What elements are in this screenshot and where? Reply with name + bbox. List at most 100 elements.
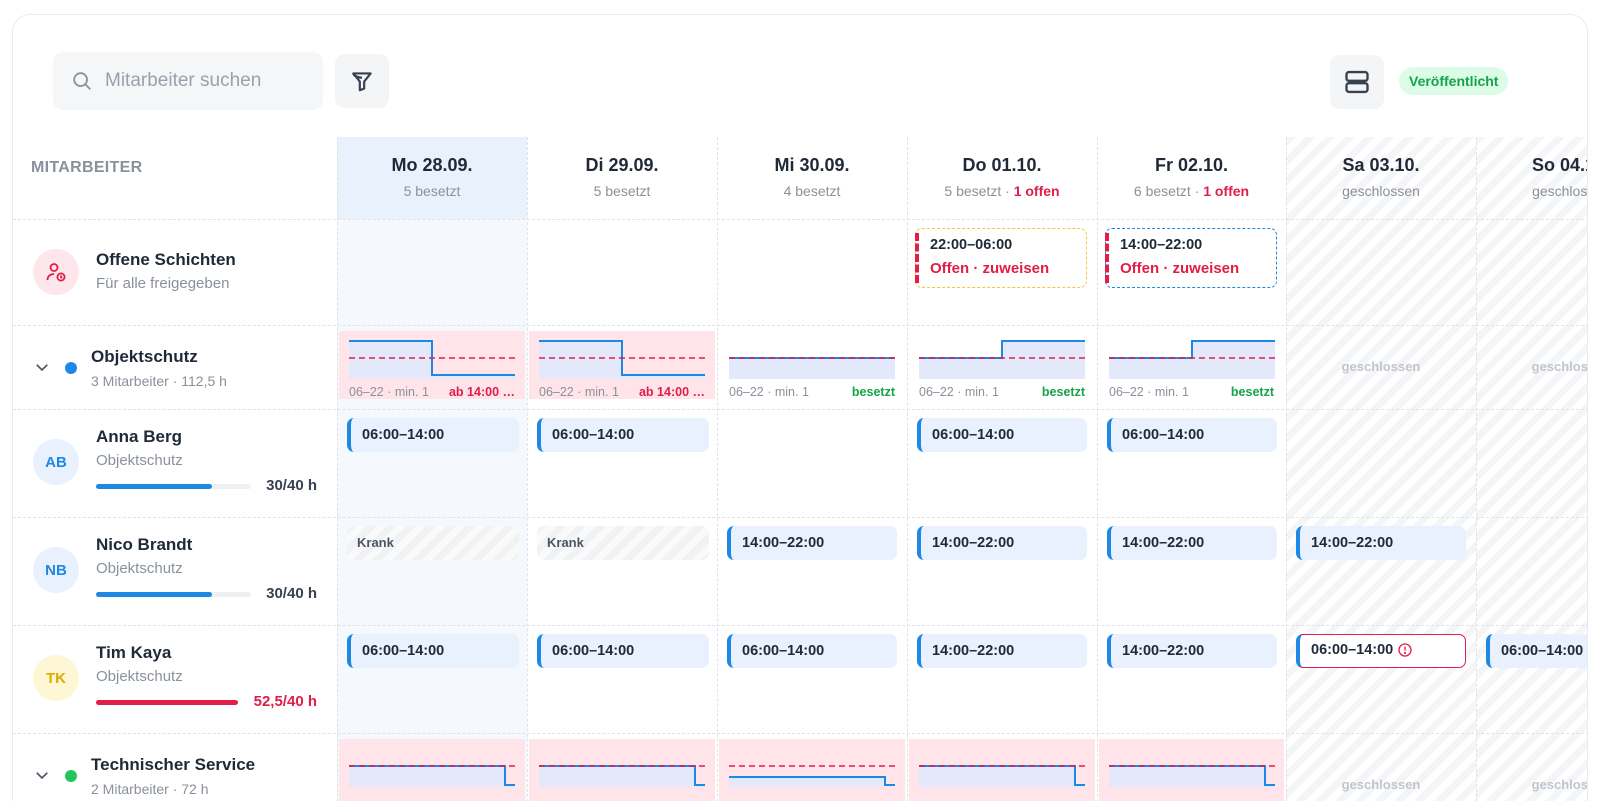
day-header[interactable]: Do 01.10. 5 besetzt · 1 offen	[907, 137, 1097, 219]
shift-card[interactable]: 06:00–14:00	[347, 634, 519, 668]
hours-label: 52,5/40 h	[253, 693, 317, 710]
search-input[interactable]	[105, 70, 305, 92]
coverage-cell[interactable]	[529, 739, 715, 801]
day-count: 5 besetzt	[403, 183, 461, 199]
coverage-cell[interactable]: 06–22 · min. 1 ab 14:00 …	[529, 331, 715, 399]
group-meta: 3 Mitarbeiter · 112,5 h	[91, 373, 227, 389]
day-label: Mi 30.09.	[774, 155, 850, 175]
schedule-card: Veröffentlicht MITARBEITER Mo 28.09. 5 b…	[12, 14, 1588, 801]
coverage-cell[interactable]: 06–22 · min. 1 ab 14:00 …	[339, 331, 525, 399]
today-column	[337, 137, 527, 801]
hours-progress-bar	[96, 700, 238, 705]
filter-button[interactable]	[335, 54, 389, 108]
shift-card[interactable]: 06:00–14:00	[1107, 418, 1277, 452]
shift-card[interactable]: 14:00–22:00	[917, 526, 1087, 560]
day-label: So 04.10.	[1531, 155, 1587, 175]
employee-row[interactable]: NB Nico Brandt Objektschutz 30/40 h	[13, 517, 337, 625]
day-count: 5 besetzt ·	[944, 183, 1014, 199]
open-shift-status: Offen · zuweisen	[1120, 260, 1240, 277]
coverage-graph	[729, 765, 895, 787]
shift-card[interactable]: 06:00–14:00	[537, 418, 709, 452]
shift-card[interactable]: 14:00–22:00	[1296, 526, 1466, 560]
day-count: geschlossen	[1532, 183, 1588, 199]
employee-name: Anna Berg	[96, 427, 182, 446]
open-count: 1 offen	[1013, 183, 1060, 199]
shift-card[interactable]: 06:00–14:00	[917, 418, 1087, 452]
shift-card[interactable]: 14:00–22:00	[917, 634, 1087, 668]
employee-team: Objektschutz	[96, 560, 183, 577]
day-count: 5 besetzt	[593, 183, 651, 199]
shift-card[interactable]: 06:00–14:00	[727, 634, 897, 668]
hours-label: 30/40 h	[266, 477, 317, 494]
coverage-range: 06–22 · min. 1	[539, 385, 619, 399]
shift-card[interactable]: 14:00–22:00	[727, 526, 897, 560]
day-label: Di 29.09.	[585, 155, 659, 175]
avatar: NB	[33, 547, 79, 593]
day-header[interactable]: So 04.10. geschlossen	[1476, 137, 1588, 219]
sick-leave-card[interactable]: Krank	[347, 526, 519, 560]
filter-icon	[352, 72, 372, 92]
group-name: Technischer Service	[91, 755, 256, 774]
shift-card[interactable]: 06:00–14:00	[1486, 634, 1587, 668]
search-icon	[73, 72, 91, 90]
coverage-graph	[349, 765, 515, 787]
open-shift-card[interactable]: 14:00–22:00 Offen · zuweisen	[1105, 228, 1277, 288]
coverage-cell[interactable]	[719, 739, 905, 801]
status-badge: Veröffentlicht	[1399, 67, 1509, 95]
shift-card[interactable]: 14:00–22:00	[1107, 526, 1277, 560]
user-clock-icon	[33, 249, 79, 295]
day-label: Fr 02.10.	[1154, 155, 1229, 175]
day-header[interactable]: Sa 03.10. geschlossen	[1286, 137, 1476, 219]
open-shift-time: 22:00–06:00	[930, 237, 1013, 253]
open-shift-card[interactable]: 22:00–06:00 Offen · zuweisen	[915, 228, 1087, 288]
day-header[interactable]: Mi 30.09. 4 besetzt	[717, 137, 907, 219]
shift-card-warning[interactable]: 06:00–14:00	[1296, 634, 1466, 668]
search-box[interactable]	[53, 52, 323, 110]
coverage-cell[interactable]: 06–22 · min. 1 besetzt	[1099, 331, 1284, 399]
coverage-cell[interactable]	[339, 739, 525, 801]
day-header[interactable]: Di 29.09. 5 besetzt	[527, 137, 717, 219]
layout-toggle-button[interactable]	[1330, 55, 1384, 109]
employee-team: Objektschutz	[96, 452, 183, 469]
sick-leave-card[interactable]: Krank	[537, 526, 709, 560]
coverage-cell[interactable]	[909, 739, 1095, 801]
employee-row[interactable]: AB Anna Berg Objektschutz 30/40 h	[13, 409, 337, 517]
chevron-down-icon[interactable]	[33, 766, 51, 784]
day-header[interactable]: Mo 28.09. 5 besetzt	[337, 137, 527, 219]
closed-label: geschlossen	[1341, 359, 1421, 374]
coverage-status: besetzt	[1041, 385, 1085, 399]
shift-card[interactable]: 14:00–22:00	[1107, 634, 1277, 668]
group-name: Objektschutz	[91, 347, 198, 366]
shift-card[interactable]: 06:00–14:00	[347, 418, 519, 452]
shift-time: 06:00–14:00	[1311, 642, 1394, 658]
coverage-cell[interactable]: 06–22 · min. 1 besetzt	[719, 331, 905, 399]
warning-icon	[1398, 643, 1412, 657]
closed-column-sun	[1476, 137, 1587, 801]
open-count: 1 offen	[1203, 183, 1250, 199]
closed-label: geschlossen	[1531, 777, 1588, 792]
coverage-status: besetzt	[851, 385, 895, 399]
coverage-graph	[729, 357, 895, 379]
coverage-graph	[349, 340, 515, 379]
open-shifts-subtitle: Für alle freigegeben	[96, 275, 230, 292]
day-header[interactable]: Fr 02.10. 6 besetzt · 1 offen	[1097, 137, 1286, 219]
shift-card[interactable]: 06:00–14:00	[537, 634, 709, 668]
day-label: Do 01.10.	[962, 155, 1042, 175]
chevron-down-icon[interactable]	[33, 358, 51, 376]
group-color-dot	[65, 770, 77, 782]
group-row-technischer-service[interactable]: Technischer Service 2 Mitarbeiter · 72 h	[13, 733, 337, 801]
today-header-highlight	[337, 137, 527, 219]
hours-progress-bar	[96, 484, 251, 489]
employee-name: Nico Brandt	[96, 535, 193, 554]
employee-row[interactable]: TK Tim Kaya Objektschutz 52,5/40 h	[13, 625, 337, 733]
coverage-graph	[919, 340, 1085, 379]
coverage-status: ab 14:00 …	[638, 385, 705, 399]
group-row-objektschutz[interactable]: Objektschutz 3 Mitarbeiter · 112,5 h	[13, 325, 337, 409]
open-shifts-title: Offene Schichten	[96, 250, 236, 269]
coverage-graph	[919, 765, 1085, 787]
coverage-range: 06–22 · min. 1	[729, 385, 809, 399]
open-shift-status: Offen · zuweisen	[930, 260, 1050, 277]
coverage-cell[interactable]: 06–22 · min. 1 besetzt	[909, 331, 1095, 399]
coverage-cell[interactable]	[1099, 739, 1284, 801]
rows-layout-icon	[1345, 70, 1369, 94]
